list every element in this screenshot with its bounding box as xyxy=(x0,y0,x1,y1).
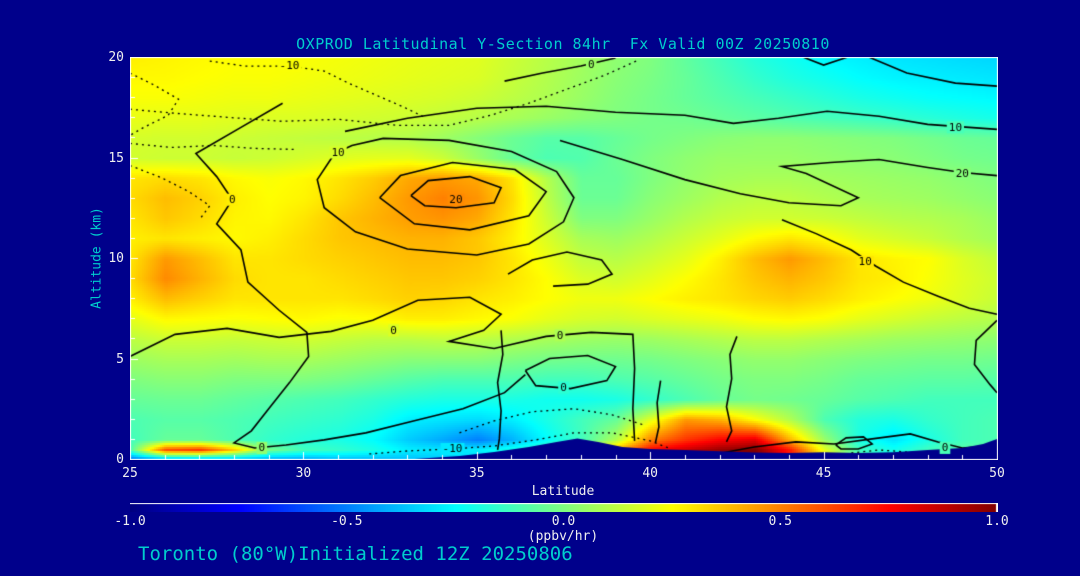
y-tick-label: 20 xyxy=(108,50,124,65)
colorbar-units-label: (ppbv/hr) xyxy=(527,529,599,544)
colorbar-tick-label: -1.0 xyxy=(114,514,146,529)
colorbar-tick-label: 1.0 xyxy=(985,514,1009,529)
x-axis-label: Latitude xyxy=(531,484,595,499)
x-tick-label: 50 xyxy=(989,466,1005,481)
contour-plot-canvas xyxy=(130,57,998,460)
colorbar-canvas xyxy=(130,503,998,512)
y-tick-label: 10 xyxy=(108,251,124,266)
y-tick-label: 15 xyxy=(108,150,124,166)
y-tick-label: 0 xyxy=(116,452,124,467)
x-tick-label: 45 xyxy=(815,466,832,481)
x-tick-label: 40 xyxy=(642,466,659,481)
colorbar-tick-label: -0.5 xyxy=(331,514,363,529)
x-tick-label: 25 xyxy=(122,466,138,481)
footer-annotation: Toronto (80°W)Initialized 12Z 20250806 xyxy=(138,543,573,565)
x-tick-label: 35 xyxy=(468,466,485,481)
page-title: OXPROD Latitudinal Y-Section 84hr Fx Val… xyxy=(296,35,830,53)
y-tick-label: 5 xyxy=(116,351,124,367)
colorbar-tick-label: 0.5 xyxy=(768,514,792,529)
colorbar-tick-label: 0.0 xyxy=(551,514,576,529)
x-tick-label: 30 xyxy=(295,466,312,481)
